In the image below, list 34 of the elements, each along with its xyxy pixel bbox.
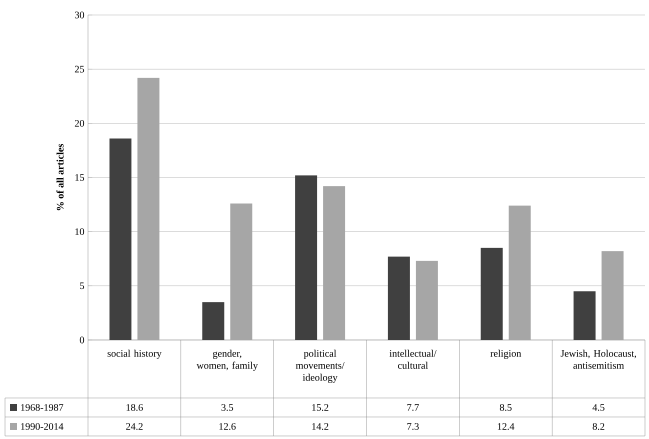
bar [109,138,132,340]
data-label: 12.6 [219,423,236,430]
bar [480,248,503,340]
bar [295,175,318,340]
data-label: 12.4 [498,423,514,430]
x-tick-label: religion [490,350,522,359]
bar [388,256,410,340]
data-label: 18.6 [126,404,143,411]
x-tick-label: intellectual/ cultural [390,350,437,369]
bar [202,302,224,340]
data-label: 15.2 [312,404,328,411]
data-label: 4.5 [592,404,604,411]
data-label: 14.2 [312,423,328,430]
legend-label: 1968-1987 [21,404,64,411]
y-tick-label: 5 [80,282,84,290]
x-tick-label: Jewish, Holocaust, antisemitism [560,350,636,369]
x-tick-label: social history [108,350,162,359]
data-label: 8.2 [592,423,604,430]
y-tick-label: 30 [74,12,84,18]
legend-label: 1990-2014 [21,423,64,430]
y-tick-label: 15 [75,174,84,181]
y-axis-title: % of all articles [56,144,64,210]
data-label: 7.7 [407,404,419,411]
y-tick-label: 20 [74,120,84,127]
data-label: 24.2 [126,423,143,430]
y-tick-label: 25 [74,66,84,73]
x-tick-label: political movements/ ideology [296,350,345,383]
data-label: 7.3 [407,423,419,430]
data-label: 3.5 [221,404,234,411]
y-tick-label: 0 [80,336,84,344]
y-tick-label: 10 [75,228,84,236]
data-label: 8.5 [500,404,512,411]
bar [574,291,596,340]
x-tick-label: gender, women, family [196,350,258,371]
